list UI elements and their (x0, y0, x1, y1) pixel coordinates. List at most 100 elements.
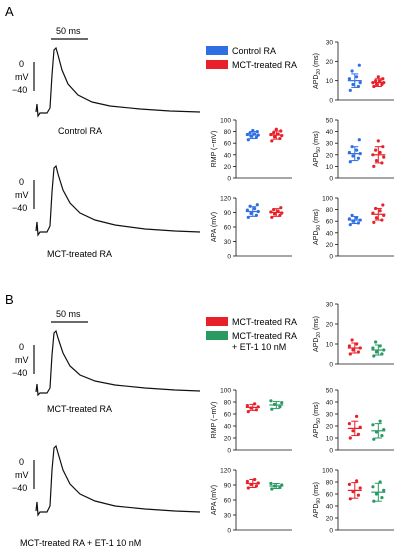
time-scale-label: 50 ms (56, 26, 81, 36)
data-point (279, 129, 283, 133)
y-tick-label: 20 (326, 424, 334, 431)
data-point (255, 130, 259, 134)
y-tick-label: 0 (227, 448, 231, 455)
y-tick-label: 60 (224, 412, 232, 419)
y-tick-label: 40 (326, 504, 334, 511)
data-point (272, 212, 277, 216)
data-point (246, 215, 250, 219)
data-point (382, 488, 386, 492)
data-point (380, 161, 384, 165)
y-tick-label: 40 (224, 424, 232, 431)
scatter-plot-b-apd50: 0 10 20 30 40 50 APD50 (ms) (313, 388, 394, 455)
data-point (372, 84, 376, 89)
voltage-tick-minus40: −40 (12, 368, 27, 378)
scatter-plot-b-apa: 0 30 60 90 120 APA (mV) (211, 468, 292, 535)
y-tick-label: 30 (326, 40, 334, 47)
data-point (381, 145, 385, 149)
y-tick-label: 10 (326, 342, 334, 349)
data-point (378, 150, 382, 155)
y-tick-label: 80 (224, 400, 232, 407)
y-tick-label: 0 (329, 528, 333, 535)
voltage-unit: mV (15, 355, 29, 365)
data-point (270, 487, 274, 491)
y-axis-label: APA (mV) (211, 212, 218, 242)
y-axis-label: APA (mV) (211, 485, 218, 515)
y-tick-label: 20 (224, 164, 232, 171)
data-point (348, 160, 352, 164)
trace-label-mct-ra: MCT-treated RA (47, 404, 112, 414)
data-point (348, 352, 352, 356)
y-tick-label: 30 (224, 239, 232, 246)
data-point (372, 164, 376, 168)
y-tick-label: 20 (326, 59, 334, 66)
voltage-unit: mV (15, 72, 29, 82)
y-tick-label: 10 (326, 164, 334, 171)
y-tick-label: 90 (224, 210, 232, 217)
y-tick-label: 100 (322, 468, 333, 475)
y-tick-label: 0 (329, 176, 333, 183)
trace-label-mct-et1: MCT-treated RA + ET-1 10 nM (20, 538, 141, 548)
time-scale-label: 50 ms (56, 309, 81, 319)
y-tick-label: 50 (326, 118, 334, 125)
scatter-plot-a-apa: 0 30 60 90 120 APA (mV) (211, 196, 292, 261)
y-tick-label: 40 (326, 129, 334, 136)
voltage-tick-minus40: −40 (12, 85, 27, 95)
data-point (355, 75, 359, 79)
trace-a-top: 50 ms 0 mV −40 Control RA (12, 26, 201, 136)
data-point (378, 79, 382, 83)
y-tick-label: 20 (326, 152, 334, 159)
y-tick-label: 0 (227, 176, 231, 183)
data-point (351, 154, 355, 158)
scatter-plot-a-apd20: 0 10 20 30 APD20 (ms) (313, 40, 394, 105)
data-point (348, 436, 352, 440)
y-axis-label: APD50 (ms) (313, 402, 322, 438)
y-tick-label: 60 (224, 225, 232, 232)
legend-label-mct: MCT-treated RA (232, 317, 297, 327)
voltage-unit: mV (15, 190, 29, 200)
data-point (381, 77, 385, 81)
y-tick-label: 20 (326, 516, 334, 523)
data-point (246, 138, 250, 142)
legend-label-mct: MCT-treated RA (232, 60, 297, 70)
action-potential-trace (35, 164, 201, 237)
data-point (348, 223, 352, 227)
y-tick-label: 60 (326, 492, 334, 499)
legend-b: MCT-treated RA MCT-treated RA + ET-1 10 … (206, 317, 297, 352)
y-tick-label: 60 (224, 141, 232, 148)
y-tick-label: 30 (224, 513, 232, 520)
legend-swatch-mct (206, 60, 228, 69)
data-point (270, 407, 274, 411)
y-axis-label: APD90 (ms) (313, 209, 322, 245)
action-potential-trace (35, 444, 201, 517)
data-point (245, 479, 249, 484)
panel-label-b: B (5, 292, 14, 307)
data-point (253, 207, 257, 211)
legend-swatch-mct (206, 317, 228, 326)
y-tick-label: 0 (329, 98, 333, 105)
scatter-plot-a-apd50: 0 10 20 30 40 50 APD50 (ms) (313, 118, 394, 183)
y-tick-label: 10 (326, 78, 334, 85)
data-point (374, 350, 379, 354)
data-point (355, 479, 359, 483)
data-point (372, 437, 376, 441)
data-point (253, 402, 257, 406)
y-axis-label: APD50 (ms) (313, 131, 322, 167)
legend-label-et1: MCT-treated RA (232, 331, 297, 341)
data-point (372, 220, 376, 224)
data-point (246, 486, 250, 490)
data-point (270, 215, 274, 219)
data-point (348, 497, 352, 501)
data-point (272, 131, 276, 135)
data-point (382, 155, 386, 159)
y-tick-label: 40 (326, 230, 334, 237)
data-point (355, 148, 359, 152)
trace-label-mct-ra: MCT-treated RA (47, 249, 112, 259)
data-point (358, 81, 362, 85)
data-point (348, 88, 352, 92)
voltage-unit: mV (15, 470, 29, 480)
legend-a: Control RA MCT-treated RA (206, 46, 297, 70)
